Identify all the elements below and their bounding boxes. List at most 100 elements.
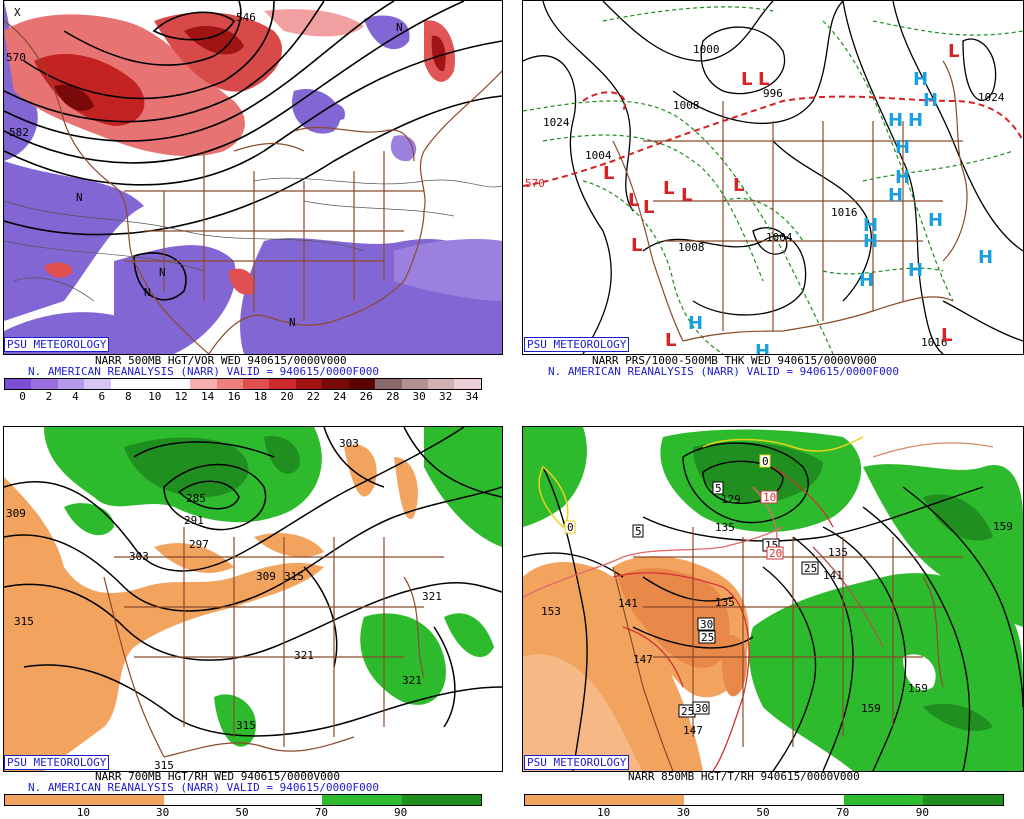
contour-label: 582 — [9, 126, 29, 139]
panel-850mb-temp-rh: 153 141 147 135 135 129 141 159 159 159 … — [522, 426, 1024, 772]
contour-label: 141 — [618, 597, 638, 610]
colorbar-swatch — [190, 379, 217, 389]
isobar-label: 996 — [763, 87, 783, 100]
isobar-label: 1004 — [585, 149, 612, 162]
isobar-label: 1024 — [978, 91, 1005, 104]
colorbar-700mb-labels: 10 30 50 70 90 — [4, 806, 480, 819]
colorbar-tick-label: 20 — [280, 390, 294, 403]
vort-marker: N — [76, 191, 83, 204]
low-pressure-marker: L — [733, 175, 744, 196]
contour-label: 315 — [154, 759, 174, 771]
contour-label: 315 — [236, 719, 256, 732]
map-pressure-thickness: 1024 1000 1008 570 996 1024 1008 1016 10… — [523, 1, 1023, 354]
psu-meteorology-badge: PSU METEOROLOGY — [524, 337, 630, 352]
psu-meteorology-badge: PSU METEOROLOGY — [524, 755, 630, 770]
contour-label: 285 — [186, 492, 206, 505]
isobar-label: 1004 — [766, 231, 793, 244]
contour-label: 159 — [908, 682, 928, 695]
contour-label: 321 — [294, 649, 314, 662]
temp-label: 0 — [567, 521, 574, 534]
temp-label: 25 — [701, 631, 714, 644]
caption-700mb: NARR 700MB HGT/RH WED 940615/0000V000 — [95, 770, 341, 783]
colorbar-tick-label: 10 — [76, 806, 90, 819]
isobar-label: 1008 — [673, 99, 700, 112]
psu-meteorology-badge: PSU METEOROLOGY — [4, 755, 110, 770]
colorbar-tick-label: 26 — [359, 390, 373, 403]
contour-label: 159 — [993, 520, 1013, 533]
contour-label: 135 — [828, 546, 848, 559]
high-pressure-marker: H — [908, 260, 923, 281]
high-pressure-marker: H — [688, 313, 703, 334]
low-pressure-marker: L — [941, 325, 952, 346]
map-850mb: 153 141 147 135 135 129 141 159 159 159 … — [523, 427, 1023, 771]
colorbar-swatch — [31, 379, 58, 389]
high-pressure-marker: H — [863, 215, 878, 236]
contour-label: 546 — [236, 11, 256, 24]
colorbar-swatch — [216, 379, 243, 389]
temp-label: 30 — [700, 618, 713, 631]
panel-pressure-thickness: 1024 1000 1008 570 996 1024 1008 1016 10… — [522, 0, 1024, 355]
contour-label: 303 — [339, 437, 359, 450]
caption-pressure-thickness-source: N. AMERICAN REANALYSIS (NARR) VALID = 94… — [548, 365, 899, 378]
low-pressure-marker: L — [681, 185, 692, 206]
colorbar-swatch — [110, 379, 138, 389]
colorbar-tick-label: 10 — [597, 806, 611, 819]
colorbar-tick-label: 12 — [174, 390, 188, 403]
high-pressure-marker: H — [888, 185, 903, 206]
colorbar-tick-label: 22 — [306, 390, 321, 403]
contour-label: 315 — [14, 615, 34, 628]
low-pressure-marker: L — [758, 69, 769, 90]
contour-label: 159 — [861, 702, 881, 715]
high-pressure-marker: H — [908, 110, 923, 131]
contour-label: 141 — [823, 569, 843, 582]
isobar-label: 1008 — [678, 241, 705, 254]
psu-meteorology-badge: PSU METEOROLOGY — [4, 337, 110, 352]
contour-label: 309 — [6, 507, 26, 520]
high-pressure-marker: H — [888, 110, 903, 131]
high-pressure-marker: H — [913, 69, 928, 90]
temp-label: 5 — [635, 525, 642, 538]
isobar-label: 1024 — [543, 116, 570, 129]
colorbar-850mb-labels: 10 30 50 70 90 — [524, 806, 1002, 819]
colorbar-tick-label: 90 — [915, 806, 929, 819]
contour-label: 321 — [402, 674, 422, 687]
caption-500mb-source: N. AMERICAN REANALYSIS (NARR) VALID = 94… — [28, 365, 379, 378]
caption-850mb: NARR 850MB HGT/T/RH 940615/0000V000 — [628, 770, 860, 783]
contour-label: 291 — [184, 514, 204, 527]
temp-label: 30 — [695, 702, 708, 715]
high-pressure-marker: H — [859, 270, 874, 291]
colorbar-tick-label: 30 — [676, 806, 690, 819]
colorbar-tick-label: 0 — [19, 390, 26, 403]
high-pressure-marker: H — [863, 231, 878, 252]
colorbar-swatch — [428, 379, 455, 389]
caption-700mb-source: N. AMERICAN REANALYSIS (NARR) VALID = 94… — [28, 781, 379, 794]
colorbar-500mb-labels: 0 2 4 6 8 10 12 14 16 18 20 22 24 26 28 30 32 34 — [4, 390, 480, 403]
colorbar-swatch — [5, 379, 32, 389]
contour-label: 321 — [422, 590, 442, 603]
colorbar-tick-label: 30 — [156, 806, 170, 819]
colorbar-tick-label: 28 — [386, 390, 400, 403]
colorbar-tick-label: 50 — [756, 806, 770, 819]
map-700mb: 303 309 285 291 297 303 309 315 321 315 … — [4, 427, 502, 771]
colorbar-tick-label: 16 — [227, 390, 241, 403]
temp-label: 0 — [762, 455, 769, 468]
low-pressure-marker: L — [643, 197, 654, 218]
contour-label: 303 — [129, 550, 149, 563]
colorbar-tick-label: 6 — [98, 390, 106, 403]
isobar-label: 1016 — [921, 336, 948, 349]
panel-500mb-vorticity: 582 570 546 N N N N X N — [3, 0, 503, 355]
colorbar-tick-label: 4 — [72, 390, 79, 403]
colorbar-swatch — [375, 379, 402, 389]
colorbar-swatch — [401, 379, 428, 389]
colorbar-tick-label: 90 — [394, 806, 408, 819]
panel-700mb-rh: 303 309 285 291 297 303 309 315 321 315 … — [3, 426, 503, 772]
temp-label: 10 — [763, 491, 776, 504]
colorbar-swatch — [84, 379, 111, 389]
colorbar-tick-label: 8 — [124, 390, 132, 403]
low-pressure-marker: L — [663, 178, 674, 199]
contour-label: 147 — [683, 724, 703, 737]
vort-marker: N — [159, 266, 166, 279]
colorbar-tick-label: 2 — [45, 390, 53, 403]
colorbar-swatch — [322, 379, 349, 389]
caption-pressure-thickness: NARR PRS/1000-500MB THK WED 940615/0000V… — [592, 354, 877, 367]
